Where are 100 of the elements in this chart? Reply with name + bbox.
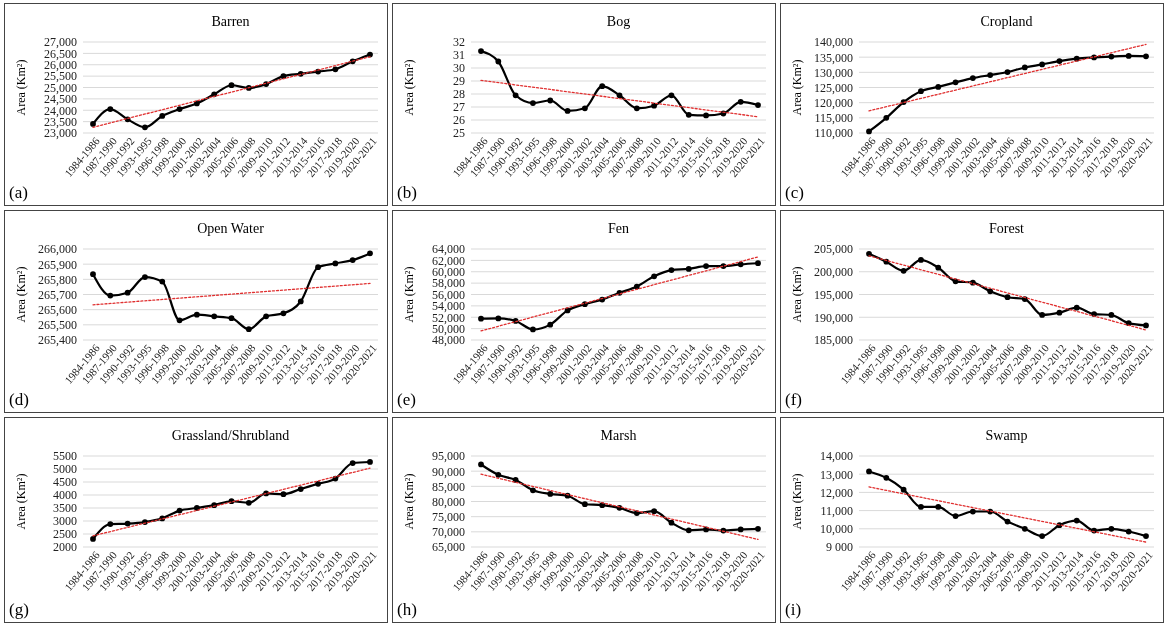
text: (i) bbox=[785, 600, 802, 619]
y-tick-label: 2000 bbox=[53, 540, 77, 555]
y-tick-label: 11,000 bbox=[820, 503, 853, 518]
point bbox=[530, 487, 536, 494]
point bbox=[952, 79, 959, 86]
point bbox=[685, 266, 692, 272]
point bbox=[315, 264, 321, 271]
text: (c) bbox=[785, 183, 804, 202]
point bbox=[107, 292, 114, 299]
y-tick-label: 205,000 bbox=[814, 242, 853, 257]
y-tick-label: 9 000 bbox=[826, 540, 853, 555]
y-tick-label: 265,600 bbox=[38, 303, 77, 318]
point bbox=[159, 278, 166, 285]
point bbox=[297, 486, 304, 492]
y-tick-label: 195,000 bbox=[814, 287, 853, 302]
y-tick-label: 135,000 bbox=[814, 50, 853, 65]
point bbox=[1004, 69, 1011, 75]
y-tick-label: 27,000 bbox=[44, 35, 77, 50]
point bbox=[1108, 525, 1115, 532]
point bbox=[935, 264, 942, 271]
y-tick-label: 120,000 bbox=[814, 96, 853, 111]
point bbox=[495, 471, 502, 478]
point bbox=[478, 461, 484, 468]
point bbox=[478, 48, 484, 54]
point bbox=[987, 288, 994, 295]
y-tick-label: 12,000 bbox=[820, 485, 853, 500]
point bbox=[883, 114, 890, 121]
point bbox=[495, 315, 502, 322]
point bbox=[685, 111, 692, 118]
point bbox=[737, 98, 744, 105]
y-tick-label: 140,000 bbox=[814, 35, 853, 50]
point bbox=[737, 261, 744, 268]
y-tick-label: 3500 bbox=[53, 501, 77, 516]
text: (d) bbox=[9, 390, 29, 409]
y-tick-label: 32 bbox=[453, 35, 465, 50]
y-tick-label: 4500 bbox=[53, 475, 77, 490]
y-tick-label: 185,000 bbox=[814, 333, 853, 348]
point bbox=[349, 257, 356, 263]
y-tick-label: 64,000 bbox=[432, 242, 465, 257]
point bbox=[952, 513, 959, 519]
point bbox=[315, 480, 321, 487]
y-tick-label: 90,000 bbox=[432, 464, 465, 479]
y-tick-label: 25 bbox=[453, 126, 465, 141]
point bbox=[280, 310, 287, 317]
y-axis-title: Area (Km²) bbox=[790, 473, 804, 530]
point bbox=[547, 321, 554, 328]
point bbox=[1021, 525, 1028, 532]
point bbox=[1056, 58, 1063, 64]
point bbox=[900, 486, 907, 493]
point bbox=[599, 83, 606, 90]
point bbox=[866, 128, 872, 135]
y-tick-label: 200,000 bbox=[814, 265, 853, 280]
point bbox=[755, 260, 761, 267]
point bbox=[970, 508, 976, 515]
y-tick-label: 3000 bbox=[53, 514, 77, 529]
y-axis-title: Area (Km²) bbox=[402, 266, 416, 323]
point bbox=[159, 113, 166, 119]
point bbox=[918, 504, 924, 510]
point bbox=[245, 326, 252, 333]
point bbox=[90, 121, 96, 127]
text: (f) bbox=[785, 390, 802, 409]
y-tick-label: 85,000 bbox=[432, 479, 465, 494]
y-tick-label: 125,000 bbox=[814, 80, 853, 95]
y-tick-label: 265,900 bbox=[38, 257, 77, 272]
y-tick-label: 26 bbox=[453, 113, 465, 128]
point bbox=[478, 315, 484, 322]
point bbox=[866, 468, 872, 475]
point bbox=[194, 311, 200, 318]
point bbox=[90, 271, 96, 278]
point bbox=[755, 525, 761, 532]
point bbox=[582, 105, 588, 112]
point bbox=[582, 501, 588, 508]
point bbox=[970, 75, 976, 81]
y-tick-label: 31 bbox=[453, 48, 465, 63]
point bbox=[332, 66, 339, 73]
y-axis-title: Area (Km²) bbox=[790, 59, 804, 116]
text: (h) bbox=[397, 600, 417, 619]
point bbox=[332, 260, 339, 267]
y-tick-label: 2500 bbox=[53, 527, 77, 542]
point bbox=[1039, 533, 1045, 539]
point bbox=[935, 504, 942, 510]
y-tick-label: 110,000 bbox=[814, 126, 853, 141]
y-tick-label: 265,700 bbox=[38, 287, 77, 302]
point bbox=[349, 460, 356, 466]
point bbox=[703, 263, 709, 269]
point bbox=[297, 298, 304, 305]
point bbox=[883, 474, 890, 481]
chart-title: Fen bbox=[608, 221, 629, 236]
y-axis-title: Area (Km²) bbox=[14, 473, 28, 530]
y-tick-label: 95,000 bbox=[432, 449, 465, 464]
point bbox=[685, 527, 692, 534]
point bbox=[194, 100, 200, 107]
point bbox=[1004, 518, 1011, 525]
point bbox=[987, 72, 994, 78]
y-axis-title: Area (Km²) bbox=[402, 59, 416, 116]
point bbox=[1108, 53, 1115, 60]
y-tick-label: 70,000 bbox=[432, 525, 465, 540]
y-tick-label: 265,800 bbox=[38, 272, 77, 287]
point bbox=[547, 491, 554, 497]
y-tick-label: 75,000 bbox=[432, 510, 465, 525]
